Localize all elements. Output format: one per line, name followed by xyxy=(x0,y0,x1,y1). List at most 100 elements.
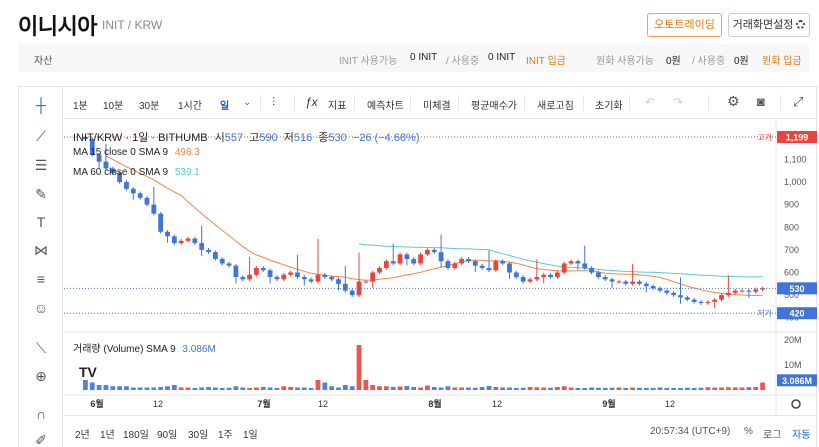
volume-bar xyxy=(219,388,225,390)
interval-30m[interactable]: 30분 xyxy=(139,101,160,112)
candle-body xyxy=(233,265,239,278)
volume-bar xyxy=(404,386,410,390)
fullscreen-icon[interactable]: ⤢ xyxy=(793,94,804,109)
percent-toggle[interactable]: % xyxy=(744,426,753,437)
volume-bar xyxy=(212,387,218,390)
volume-bar xyxy=(589,387,594,390)
krw-in-use-value: 0원 xyxy=(734,56,749,67)
range-30d[interactable]: 30일 xyxy=(188,430,209,441)
range-1w[interactable]: 1주 xyxy=(218,430,233,441)
fx-icon[interactable]: ƒx xyxy=(305,95,318,109)
fib-icon[interactable]: ≡ xyxy=(36,271,46,287)
candle-body xyxy=(630,281,636,284)
ruler-icon[interactable]: ⟍ xyxy=(36,340,46,356)
range-1d[interactable]: 1일 xyxy=(243,430,258,441)
emoji-icon[interactable]: ☺ xyxy=(33,300,49,316)
krw-deposit-link[interactable]: 원화 입금 xyxy=(762,56,802,67)
interval-1d[interactable]: 일 xyxy=(220,101,230,112)
candle-body xyxy=(185,238,191,241)
horizontal-lines-icon[interactable]: ☰ xyxy=(34,157,48,173)
time-tick-label: 12 xyxy=(318,399,328,409)
screen-settings-button[interactable]: 거래화면설정 xyxy=(728,13,810,37)
volume-bar xyxy=(609,387,615,390)
candle-body xyxy=(637,281,642,284)
chevron-down-icon[interactable]: ⌄ xyxy=(243,97,252,108)
log-toggle[interactable]: 로그 xyxy=(763,430,782,441)
candle-body xyxy=(520,277,526,282)
last-price-tag-bg xyxy=(777,282,817,295)
volume-label: 거래량 (Volume) SMA 9 xyxy=(73,344,176,355)
init-deposit-link[interactable]: INIT 입금 xyxy=(526,56,566,67)
zoom-in-icon[interactable]: ⊕ xyxy=(35,368,47,384)
unfilled-button[interactable]: 미체결 xyxy=(423,101,451,112)
coin-pair: INIT / KRW xyxy=(102,18,163,32)
volume-bar xyxy=(732,387,738,390)
symbol-label: INIT/KRW · 1일 · BITHUMB xyxy=(73,132,208,144)
candle-body xyxy=(657,288,663,291)
auto-trading-button[interactable]: 오토트레이딩 xyxy=(647,13,722,37)
range-2y[interactable]: 2년 xyxy=(75,430,90,441)
brush-icon[interactable]: ✎ xyxy=(35,186,47,202)
open-value: 557 xyxy=(224,132,244,144)
avg-price-button[interactable]: 평균매수가 xyxy=(471,101,517,112)
range-90d[interactable]: 90일 xyxy=(157,430,178,441)
chart-legend-main: INIT/KRW · 1일 · BITHUMB 시557 고590 저516 종… xyxy=(73,129,420,145)
candle-body xyxy=(165,231,170,237)
crosshair-icon[interactable]: ┼ xyxy=(36,97,46,113)
price-chart[interactable]: 1,1001,00090080070060050040020M10M고가1,19… xyxy=(64,120,818,415)
volume-bar xyxy=(425,385,430,390)
toolbar-divider xyxy=(294,95,295,111)
candle-body xyxy=(568,261,574,264)
volume-bar xyxy=(554,387,560,390)
indicator-button[interactable]: 지표 xyxy=(328,101,347,112)
reset-button[interactable]: 초기화 xyxy=(595,101,623,112)
trend-line-icon[interactable]: ⟋ xyxy=(36,128,46,144)
candle-body xyxy=(390,261,396,264)
candle-body xyxy=(554,272,560,278)
auto-toggle[interactable]: 자동 xyxy=(792,430,811,441)
candle-body xyxy=(493,261,499,271)
interval-1m[interactable]: 1분 xyxy=(73,101,88,112)
candle-body xyxy=(746,290,752,292)
forecast-chart-button[interactable]: 예측차트 xyxy=(367,101,404,112)
init-available-label: INIT 사용가능 xyxy=(339,56,398,67)
volume-bar xyxy=(684,387,690,390)
pencil-icon[interactable]: ✐ xyxy=(35,432,47,447)
refresh-button[interactable]: 새로고침 xyxy=(537,101,574,112)
candle-body xyxy=(411,258,417,264)
undo-icon[interactable]: ↶ xyxy=(645,95,656,109)
krw-available-label: 원화 사용가능 xyxy=(596,56,654,67)
tv-logo: TV xyxy=(79,364,97,380)
ma60-line xyxy=(358,243,763,278)
range-1y[interactable]: 1년 xyxy=(100,430,115,441)
candle-type-icon[interactable]: ⫶ xyxy=(272,95,276,109)
camera-icon[interactable]: ◙ xyxy=(757,94,765,109)
init-available-value: 0 INIT xyxy=(410,52,438,63)
volume-bar xyxy=(336,387,341,390)
candle-body xyxy=(698,301,704,304)
volume-bar xyxy=(596,387,601,390)
candle-body xyxy=(534,277,540,280)
redo-icon[interactable]: ↷ xyxy=(673,95,684,109)
toolbar-divider xyxy=(260,95,261,111)
candle-body xyxy=(274,277,280,280)
text-icon[interactable]: T xyxy=(36,214,46,230)
volume-bar xyxy=(438,387,444,390)
volume-bar xyxy=(158,387,164,390)
volume-bar xyxy=(130,387,136,390)
volume-tick-label: 10M xyxy=(784,360,802,370)
settings-gear-icon[interactable]: ⚙ xyxy=(727,93,740,109)
volume-bar xyxy=(103,385,109,390)
candle-body xyxy=(671,292,677,296)
pattern-icon[interactable]: ⋈ xyxy=(34,242,48,258)
interval-1h[interactable]: 1시간 xyxy=(178,101,202,112)
candle-body xyxy=(678,295,683,298)
candle-body xyxy=(124,182,129,189)
volume-bar xyxy=(315,380,321,390)
candle-body xyxy=(684,297,690,300)
interval-10m[interactable]: 10분 xyxy=(103,101,124,112)
volume-bar xyxy=(137,387,143,390)
range-180d[interactable]: 180일 xyxy=(123,430,149,441)
volume-bar xyxy=(247,388,252,390)
magnet-icon[interactable]: ∩ xyxy=(35,406,47,422)
